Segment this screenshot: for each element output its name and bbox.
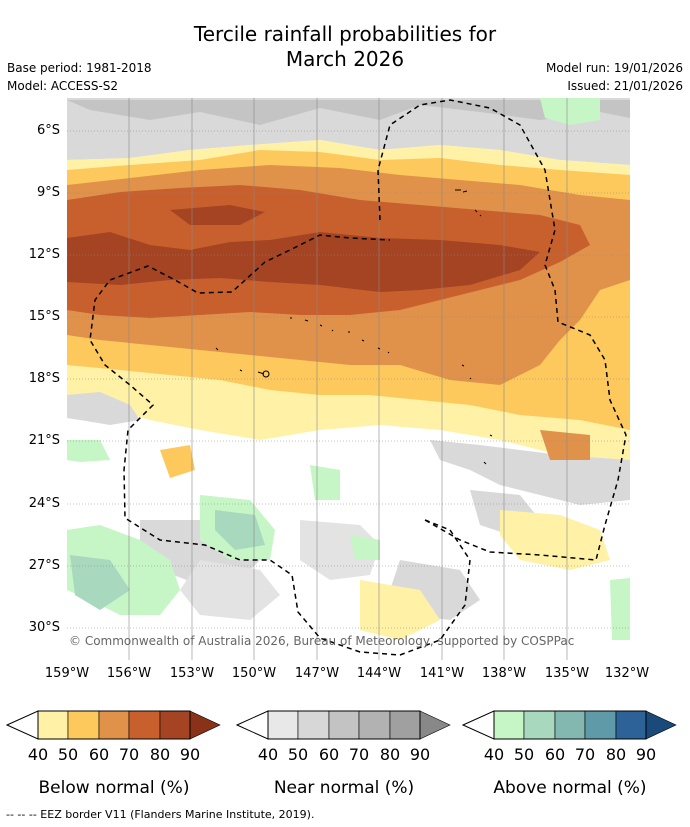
tick: 40 <box>257 745 279 764</box>
tick: 80 <box>379 745 401 764</box>
tick: 50 <box>57 745 79 764</box>
colorbar-swatch <box>328 710 360 740</box>
model-name: Model: ACCESS-S2 <box>7 79 119 93</box>
lon-label: 153°W <box>169 666 215 681</box>
lat-label: 24°S <box>28 496 60 511</box>
lon-label: 138°W <box>481 666 527 681</box>
lon-label: 150°W <box>231 666 277 681</box>
tick: 70 <box>348 745 370 764</box>
tick: 60 <box>318 745 340 764</box>
islands <box>215 189 493 465</box>
colorbar-swatch <box>128 710 161 740</box>
colorbar-swatch <box>523 710 556 740</box>
lat-label: 27°S <box>28 558 60 573</box>
lat-label: 9°S <box>36 185 60 200</box>
legend-below-normal: 40 50 60 70 80 90 Below normal (%) <box>5 708 221 808</box>
lat-label: 18°S <box>28 371 60 386</box>
colorbar-above <box>461 710 677 740</box>
tick: 60 <box>544 745 566 764</box>
lat-label: 12°S <box>28 247 60 262</box>
lat-label: 6°S <box>36 123 60 138</box>
colorbar-swatch <box>389 710 421 740</box>
chart-title: Tercile rainfall probabilities for March… <box>0 22 690 72</box>
tick: 50 <box>287 745 309 764</box>
colorbar-swatch <box>358 710 391 740</box>
legend-near-normal: 40 50 60 70 80 90 Near normal (%) <box>235 708 451 808</box>
tick: 70 <box>118 745 140 764</box>
colorbar-swatch <box>159 710 191 740</box>
colorbar-swatch <box>615 710 647 740</box>
map-fields <box>67 98 630 660</box>
colorbar-near <box>235 710 451 740</box>
issued-date: Issued: 21/01/2026 <box>567 79 683 93</box>
title-line-2: March 2026 <box>285 47 405 71</box>
legend-caption: Near normal (%) <box>273 778 415 798</box>
tick: 90 <box>635 745 657 764</box>
legend-above-normal: 40 50 60 70 80 90 Above normal (%) <box>461 708 677 808</box>
model-info: Base period: 1981-2018 Model: ACCESS-S2 <box>7 59 152 95</box>
tick: 90 <box>409 745 431 764</box>
legend-caption: Above normal (%) <box>493 778 647 798</box>
colorbar-swatch <box>554 710 586 740</box>
colorbar-swatch <box>645 710 677 740</box>
colorbar-swatch <box>419 710 451 740</box>
colorbar-swatch <box>67 710 100 740</box>
meridians <box>128 98 568 660</box>
colorbar-arrow-low <box>235 710 269 740</box>
lat-label: 30°S <box>28 620 60 635</box>
lon-label: 132°W <box>604 666 650 681</box>
lat-label: 15°S <box>28 309 60 324</box>
gridlines <box>67 130 630 629</box>
colorbar-swatch <box>297 710 330 740</box>
tick: 40 <box>27 745 49 764</box>
eez-footnote: -- -- -- EEZ border V11 (Flanders Marine… <box>6 808 315 821</box>
copyright-notice: © Commonwealth of Australia 2026, Bureau… <box>69 634 575 648</box>
tick: 80 <box>605 745 627 764</box>
eez-border <box>89 99 627 656</box>
tick: 90 <box>179 745 201 764</box>
colorbar-swatch <box>584 710 617 740</box>
tick: 70 <box>574 745 596 764</box>
tick: 40 <box>483 745 505 764</box>
run-info: Model run: 19/01/2026 Issued: 21/01/2026 <box>546 59 683 95</box>
model-run: Model run: 19/01/2026 <box>545 61 683 75</box>
lon-label: 141°W <box>419 666 465 681</box>
title-line-1: Tercile rainfall probabilities for <box>193 22 497 46</box>
lon-label: 159°W <box>44 666 90 681</box>
tick: 80 <box>149 745 171 764</box>
colorbar-arrow-low <box>461 710 495 740</box>
rainfall-map <box>67 98 630 660</box>
lon-label: 135°W <box>544 666 590 681</box>
colorbar-swatch <box>98 710 130 740</box>
base-period: Base period: 1981-2018 <box>7 61 152 75</box>
tick: 60 <box>88 745 110 764</box>
colorbar-swatch <box>493 710 525 740</box>
lat-label: 21°S <box>28 433 60 448</box>
colorbar-arrow-low <box>5 710 39 740</box>
lon-label: 156°W <box>106 666 152 681</box>
colorbar-swatch <box>37 710 69 740</box>
colorbar-below <box>5 710 221 740</box>
lon-label: 147°W <box>294 666 340 681</box>
colorbar-swatch <box>267 710 299 740</box>
lon-label: 144°W <box>356 666 402 681</box>
tick: 50 <box>513 745 535 764</box>
colorbar-swatch <box>189 710 221 740</box>
legend-caption: Below normal (%) <box>38 778 190 798</box>
